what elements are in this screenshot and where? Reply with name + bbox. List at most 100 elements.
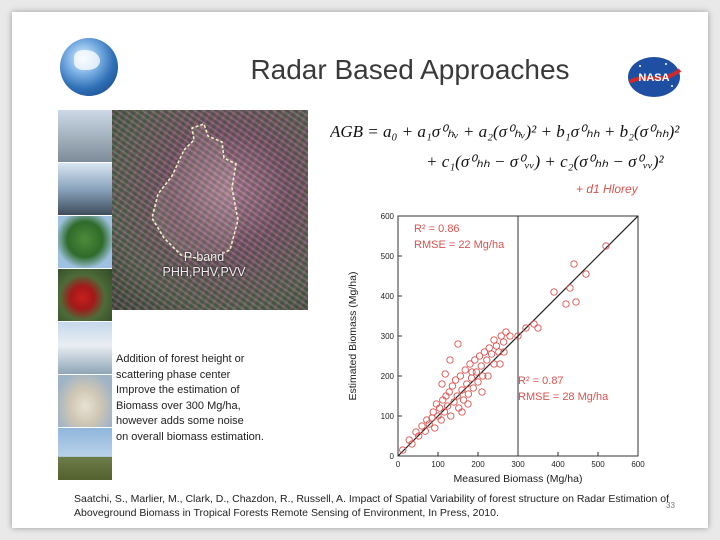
data-point (468, 368, 476, 376)
y-tick-label: 500 (381, 252, 395, 261)
data-point (480, 348, 489, 356)
r2-annotation: R² = 0.87 (518, 375, 564, 387)
radar-label-band: P-band (183, 250, 225, 264)
reference-citation: Saatchi, S., Marlier, M., Clark, D., Cha… (74, 492, 669, 520)
data-point (441, 370, 449, 378)
data-point (478, 388, 486, 396)
data-point (550, 288, 558, 296)
data-point (446, 356, 454, 364)
data-point (453, 392, 461, 400)
data-point (437, 416, 445, 424)
data-point (487, 350, 496, 358)
x-tick-label: 500 (591, 460, 605, 469)
agb-equation: AGB = a₀ + a₁σ⁰ₕᵥ + a₂(σ⁰ₕᵥ)² + b₁σ⁰ₕₕ +… (330, 122, 680, 196)
data-point (467, 374, 476, 382)
data-point (500, 348, 508, 356)
data-point (497, 332, 505, 340)
data-point (485, 344, 493, 352)
data-point (530, 320, 538, 328)
rmse-annotation: RMSE = 22 Mg/ha (414, 239, 505, 251)
data-point (499, 338, 508, 346)
data-point (477, 362, 485, 370)
data-point (582, 270, 590, 278)
data-point (408, 440, 416, 448)
x-tick-label: 300 (511, 460, 525, 469)
data-point (425, 420, 433, 428)
data-point (435, 404, 444, 412)
cardinal-photo (58, 269, 112, 321)
data-point (572, 298, 580, 306)
data-point (443, 402, 452, 410)
svg-text:+ c₁(σ⁰ₕₕ − σ⁰ᵥᵥ) + c₂(σ⁰ₕₕ −: + c₁(σ⁰ₕₕ − σ⁰ᵥᵥ) + c₂(σ⁰ₕₕ − σ⁰ᵥᵥ)² (426, 152, 665, 171)
x-tick-label: 200 (471, 460, 485, 469)
data-point (483, 356, 491, 364)
glacier-photo (58, 322, 112, 374)
biomass-scatter-chart: 0 100 200 300 400 500 600 0 100 200 300 400 500 600 R²… (347, 212, 645, 485)
data-point (472, 368, 481, 376)
globe-icon (60, 38, 118, 96)
y-tick-label: 400 (381, 292, 395, 301)
y-tick-label: 600 (381, 212, 395, 221)
tree-photo (58, 216, 112, 268)
data-point (458, 408, 466, 416)
data-point (492, 342, 501, 350)
forest-photo (58, 110, 112, 162)
data-point (495, 348, 503, 356)
slide: Radar Based Approaches NASA P-band PHH,P… (12, 12, 708, 528)
data-point (399, 446, 407, 454)
y-tick-label: 0 (390, 452, 395, 461)
data-point (464, 400, 472, 408)
data-point (448, 382, 457, 390)
data-point (450, 398, 458, 406)
data-point (438, 380, 446, 388)
caption-text: Addition of forest height or scattering … (116, 352, 264, 446)
caption-line: Improve the estimation of (116, 384, 240, 397)
caption-line: Biomass over 300 Mg/ha, (116, 399, 241, 412)
radar-label-polarizations: PHH,PHV,PVV (162, 265, 246, 279)
y-axis-label: Estimated Biomass (Mg/ha) (347, 272, 359, 401)
data-point (514, 332, 522, 340)
data-point (451, 376, 460, 384)
y-tick-label: 200 (381, 372, 395, 381)
reference-line: Saatchi, S., Marlier, M., Clark, D., Cha… (74, 493, 670, 505)
data-point (471, 356, 479, 364)
data-point (439, 396, 447, 404)
data-point (458, 386, 466, 394)
data-point (432, 400, 441, 408)
one-to-one-line (397, 215, 639, 457)
data-point (447, 412, 455, 420)
data-point (466, 360, 474, 368)
data-point (484, 372, 492, 380)
forest-boundary-outline (151, 122, 239, 261)
data-point (445, 388, 453, 396)
data-point (454, 340, 462, 348)
data-point (459, 396, 468, 404)
x-tick-label: 100 (431, 460, 445, 469)
rmse-annotation: RMSE = 28 Mg/ha (518, 391, 609, 403)
y-tick-label: 100 (381, 412, 395, 421)
data-point (455, 404, 463, 412)
reference-line: Aboveground Biomass in Tropical Forests … (74, 507, 499, 519)
caption-line: on overall biomass estimation. (116, 430, 264, 443)
caption-line: however adds some noise (116, 415, 244, 428)
slide-number: 33 (666, 501, 675, 510)
x-tick-label: 0 (396, 460, 401, 469)
data-point (442, 392, 450, 400)
data-point (469, 384, 477, 392)
data-point (496, 360, 504, 368)
equation-extra-term: + d1 Hlorey (576, 182, 639, 196)
oil-pump-photo (58, 428, 112, 480)
y-tick-label: 300 (381, 332, 395, 341)
data-point (456, 372, 465, 380)
seal-photo (58, 375, 112, 427)
caption-line: Addition of forest height or (116, 353, 245, 365)
data-point (502, 328, 510, 336)
data-point (421, 427, 429, 435)
photo-strip (58, 110, 112, 482)
data-point (463, 380, 471, 388)
data-point (562, 300, 570, 308)
caption-line: scattering phase center (116, 368, 231, 381)
data-point (570, 260, 578, 268)
data-point (534, 324, 542, 332)
r2-annotation: R² = 0.86 (414, 223, 460, 235)
